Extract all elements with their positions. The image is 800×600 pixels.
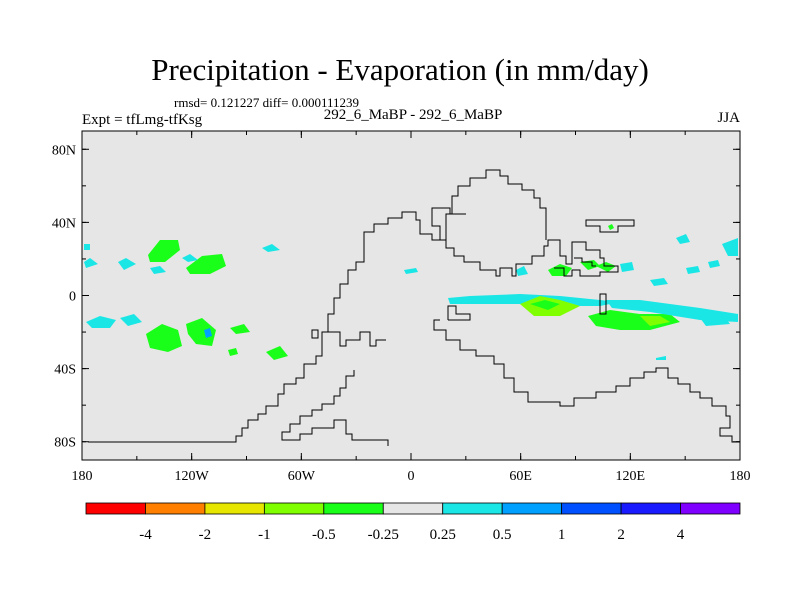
- colorbar-swatch: [145, 502, 206, 515]
- lon-label: 120W: [175, 469, 210, 484]
- colorbar-swatch: [680, 502, 741, 515]
- colorbar-label: 4: [677, 527, 685, 543]
- lon-label: 180: [72, 469, 93, 484]
- lon-label: 60W: [288, 469, 316, 484]
- season-label: JJA: [717, 110, 740, 126]
- colorbar-swatch: [382, 502, 444, 515]
- colorbar-label: -2: [199, 527, 212, 543]
- stats-label: rmsd= 0.121227 diff= 0.000111239: [174, 95, 359, 110]
- colorbar-label: -1: [258, 527, 271, 543]
- lat-label: 40N: [52, 216, 76, 231]
- colorbar-swatch: [501, 502, 563, 515]
- colorbar-label: -4: [139, 527, 152, 543]
- map-background: [82, 131, 740, 460]
- case-label: 292_6_MaBP - 292_6_MaBP: [323, 107, 503, 123]
- lon-label: 60E: [509, 469, 532, 484]
- experiment-label: Expt = tfLmg-tfKsg: [82, 112, 203, 128]
- colorbar-label: -0.25: [368, 527, 399, 543]
- lon-label: 180: [730, 469, 751, 484]
- lat-label: 80S: [54, 436, 76, 451]
- colorbar: -4 -2 -1 -0.5 -0.25 0.25 0.5 1 2 4: [85, 502, 741, 543]
- colorbar-label: -0.5: [312, 527, 336, 543]
- colorbar-label: 0.5: [493, 527, 512, 543]
- map-axes: 80N 40N 0 40S 80S 180 120W 60W 0 60E 120E 180: [52, 131, 751, 484]
- lon-label: 120E: [616, 469, 646, 484]
- colorbar-swatch: [204, 502, 265, 515]
- lon-label: 0: [408, 469, 415, 484]
- lat-label: 0: [69, 290, 76, 305]
- colorbar-swatch: [263, 502, 325, 515]
- lat-label: 40S: [54, 363, 76, 378]
- continent-outlines: [88, 169, 740, 446]
- colorbar-label: 1: [558, 527, 566, 543]
- colorbar-label: 0.25: [430, 527, 456, 543]
- colorbar-swatch: [323, 502, 384, 515]
- colorbar-swatch: [620, 502, 681, 515]
- lat-label: 80N: [52, 143, 76, 158]
- colorbar-swatch: [561, 502, 622, 515]
- colorbar-label: 2: [617, 527, 625, 543]
- colorbar-swatch: [85, 502, 146, 515]
- plot-title: Precipitation - Evaporation (in mm/day): [151, 52, 649, 87]
- colorbar-swatch: [442, 502, 503, 515]
